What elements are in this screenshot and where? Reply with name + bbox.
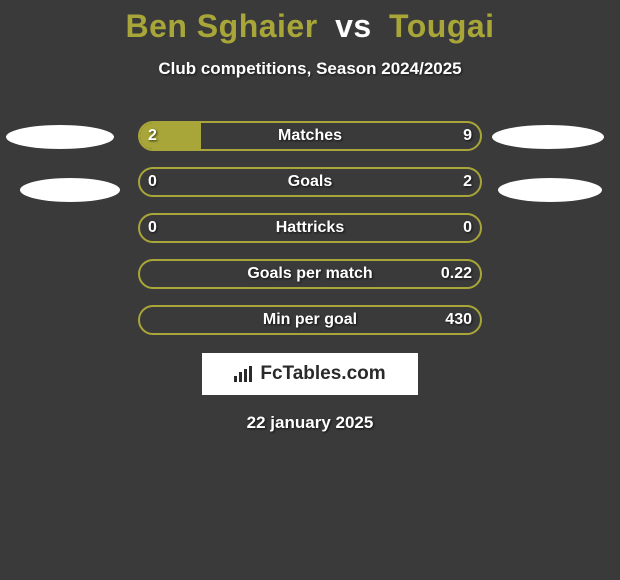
stat-bar-track — [138, 213, 482, 243]
stat-bar-track — [138, 167, 482, 197]
stat-value-left: 0 — [148, 213, 157, 243]
stat-row: Hattricks00 — [0, 213, 620, 243]
stat-rows: Matches29Goals02Hattricks00Goals per mat… — [0, 121, 620, 335]
comparison-title: Ben Sghaier vs Tougai — [0, 0, 620, 45]
stat-value-right: 2 — [463, 167, 472, 197]
stat-value-right: 0.22 — [441, 259, 472, 289]
stat-value-right: 0 — [463, 213, 472, 243]
decorative-ellipse — [20, 178, 120, 202]
stat-value-left: 0 — [148, 167, 157, 197]
stat-value-right: 9 — [463, 121, 472, 151]
chart-icon — [234, 366, 254, 382]
decorative-ellipse — [492, 125, 604, 149]
stat-bar-track — [138, 121, 482, 151]
stat-bar-track — [138, 259, 482, 289]
source-logo-box: FcTables.com — [202, 353, 418, 395]
stat-bar-track — [138, 305, 482, 335]
decorative-ellipse — [6, 125, 114, 149]
stat-value-right: 430 — [445, 305, 472, 335]
stat-row: Min per goal430 — [0, 305, 620, 335]
decorative-ellipse — [498, 178, 602, 202]
date-text: 22 january 2025 — [0, 413, 620, 433]
stat-row: Goals per match0.22 — [0, 259, 620, 289]
stat-value-left: 2 — [148, 121, 157, 151]
player1-name: Ben Sghaier — [125, 8, 317, 44]
source-logo-text: FcTables.com — [260, 363, 385, 385]
source-logo: FcTables.com — [234, 363, 385, 385]
player2-name: Tougai — [389, 8, 495, 44]
subtitle: Club competitions, Season 2024/2025 — [0, 59, 620, 79]
title-vs: vs — [335, 8, 372, 44]
